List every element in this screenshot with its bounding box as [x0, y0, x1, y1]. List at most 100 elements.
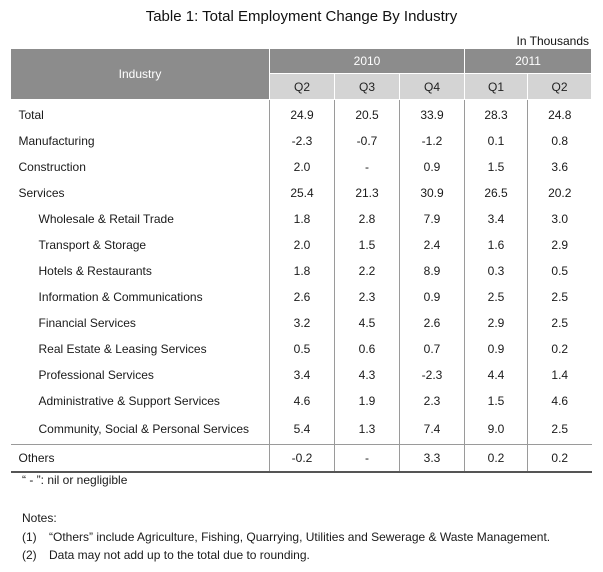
value-cell: 1.5 [464, 388, 528, 414]
year-header-2010: 2010 [269, 48, 465, 74]
industry-name: Financial Services [38, 316, 136, 330]
note-item: (1) “Others” include Agriculture, Fishing… [22, 530, 550, 544]
value-cell: 0.5 [527, 258, 592, 284]
note-text: Data may not add up to the total due to … [49, 548, 310, 562]
value-cell: 2.5 [527, 310, 592, 336]
table-row: Real Estate & Leasing Services 0.5 0.6 0.7 0… [11, 336, 592, 362]
value-cell: 1.5 [464, 154, 528, 180]
footnote-nil: “ - ”: nil or negligible [22, 473, 128, 487]
value-cell: 4.6 [527, 388, 592, 414]
value-cell: 20.5 [334, 99, 400, 128]
value-cell: 2.3 [334, 284, 400, 310]
value-cell: 3.4 [464, 206, 528, 232]
table-row: Administrative & Support Services 4.6 1.9 2… [11, 388, 592, 414]
table-row: Financial Services 3.2 4.5 2.6 2.9 2.5 [11, 310, 592, 336]
value-cell: 1.3 [334, 414, 400, 445]
unit-label: In Thousands [516, 34, 590, 48]
value-cell: 0.6 [334, 336, 400, 362]
value-cell: 3.4 [269, 362, 335, 388]
industry-name: Hotels & Restaurants [38, 264, 152, 278]
value-cell: - [334, 154, 400, 180]
table-row: Construction 2.0-0.9 1.5 3.6 [11, 154, 592, 180]
value-cell: 2.4 [399, 232, 465, 258]
value-cell: 2.5 [527, 284, 592, 310]
value-cell: 24.8 [527, 99, 592, 128]
industry-name: Others [10, 444, 270, 473]
table-row: Services 25.4 21.3 30.9 26.5 20.2 [11, 180, 592, 206]
industry-name: Services [18, 186, 65, 200]
year-header-2011: 2011 [464, 48, 592, 74]
value-cell: 3.3 [399, 444, 465, 473]
quarter-header: Q1 [464, 73, 528, 100]
value-cell: -0.2 [269, 444, 335, 473]
value-cell: 0.8 [527, 128, 592, 154]
note-text: “Others” include Agriculture, Fishing, Q… [49, 530, 551, 544]
value-cell: 0.2 [527, 336, 592, 362]
value-cell: 21.3 [334, 180, 400, 206]
value-cell: 0.1 [464, 128, 528, 154]
value-cell: 20.2 [527, 180, 592, 206]
table-row: Hotels & Restaurants 1.8 2.2 8.9 0.3 0.5 [11, 258, 592, 284]
value-cell: 4.3 [334, 362, 400, 388]
value-cell: 9.0 [464, 414, 528, 445]
value-cell: 2.9 [527, 232, 592, 258]
quarter-header: Q2 [269, 73, 335, 100]
table-row: Transport & Storage 2.0 1.5 2.4 1.6 2.9 [11, 232, 592, 258]
industry-name: Professional Services [38, 368, 154, 382]
table-row: Total 24.9 20.5 33.9 28.3 24.8 [11, 99, 592, 128]
value-cell: 8.9 [399, 258, 465, 284]
value-cell: 30.9 [399, 180, 465, 206]
value-cell: 33.9 [399, 99, 465, 128]
value-cell: 4.6 [269, 388, 335, 414]
value-cell: 0.9 [399, 154, 465, 180]
value-cell: 3.2 [269, 310, 335, 336]
quarter-header: Q3 [334, 73, 400, 100]
value-cell: 1.6 [464, 232, 528, 258]
value-cell: -2.3 [269, 128, 335, 154]
value-cell: 2.0 [269, 232, 335, 258]
value-cell: 2.6 [399, 310, 465, 336]
industry-name: Real Estate & Leasing Services [38, 342, 207, 356]
value-cell: 2.9 [464, 310, 528, 336]
table-title: Table 1: Total Employment Change By Indu… [145, 8, 458, 25]
value-cell: 0.2 [464, 444, 528, 473]
quarter-header: Q4 [399, 73, 465, 100]
table-row: Information & Communications 2.6 2.3 0.9 2.5… [11, 284, 592, 310]
value-cell: 5.4 [269, 414, 335, 445]
quarter-header: Q2 [527, 73, 592, 100]
industry-name: Construction [18, 160, 86, 174]
note-number: (2) [22, 548, 37, 562]
value-cell: 0.5 [269, 336, 335, 362]
value-cell: 2.3 [399, 388, 465, 414]
industry-name: Transport & Storage [38, 238, 147, 252]
industry-name: Wholesale & Retail Trade [38, 212, 174, 226]
value-cell: 0.7 [399, 336, 465, 362]
value-cell: -1.2 [399, 128, 465, 154]
value-cell: -2.3 [399, 362, 465, 388]
table-row: Wholesale & Retail Trade 1.8 2.8 7.9 3.4 3.0 [11, 206, 592, 232]
value-cell: 0.2 [527, 444, 592, 473]
value-cell: 0.3 [464, 258, 528, 284]
value-cell: 2.8 [334, 206, 400, 232]
industry-header: Industry [10, 48, 270, 100]
value-cell: - [334, 444, 400, 473]
value-cell: 2.5 [527, 414, 592, 445]
value-cell: 4.5 [334, 310, 400, 336]
industry-name: Community, Social & Personal Services [38, 422, 250, 436]
value-cell: 3.6 [527, 154, 592, 180]
note-item: (2) Data may not add up to the total due … [22, 548, 310, 562]
industry-name: Information & Communications [38, 290, 203, 304]
notes-heading: Notes: [22, 511, 57, 525]
value-cell: 2.5 [464, 284, 528, 310]
value-cell: 2.2 [334, 258, 400, 284]
note-number: (1) [22, 530, 37, 544]
value-cell: 24.9 [269, 99, 335, 128]
value-cell: 1.8 [269, 258, 335, 284]
value-cell: 7.9 [399, 206, 465, 232]
value-cell: 0.9 [399, 284, 465, 310]
value-cell: 1.9 [334, 388, 400, 414]
industry-name: Total [18, 108, 44, 122]
table-row: Professional Services 3.4 4.3 -2.3 4.4 1.4 [11, 362, 592, 388]
value-cell: -0.7 [334, 128, 400, 154]
value-cell: 1.5 [334, 232, 400, 258]
